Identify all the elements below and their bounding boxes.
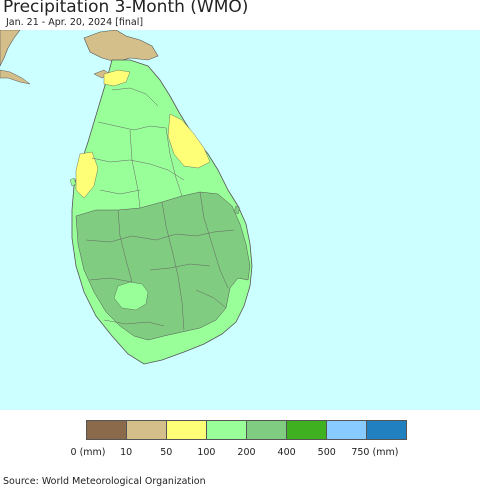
coastal-islet: [233, 205, 241, 215]
legend-label: 100: [197, 447, 216, 458]
zone-east-yellow: [167, 113, 211, 169]
district-boundaries: [85, 87, 235, 331]
map-title: Precipitation 3-Month (WMO): [3, 0, 249, 17]
legend-label: 50: [160, 447, 173, 458]
source-credit: Source: World Meteorological Organizatio…: [3, 476, 206, 487]
legend-labels: 0 (mm) 10 50 100 200 400 500 750 (mm): [0, 447, 480, 461]
jaffna-peninsula: [83, 30, 159, 63]
legend-swatch: [287, 421, 327, 439]
legend-label: 10: [120, 447, 133, 458]
legend-swatch: [367, 421, 406, 439]
india-coast-piece: [0, 69, 31, 85]
legend-label: 500: [317, 447, 336, 458]
legend-label: 0 (mm): [70, 447, 106, 458]
zone-west-yellow: [75, 151, 99, 199]
zone-central-pocket: [113, 281, 149, 311]
legend-label: 200: [237, 447, 256, 458]
coastal-islet: [69, 177, 77, 187]
legend-swatch: [167, 421, 207, 439]
zone-northwest-yellow: [103, 69, 131, 87]
precipitation-map: [0, 30, 480, 410]
legend-swatch: [247, 421, 287, 439]
map-subtitle: Jan. 21 - Apr. 20, 2024 [final]: [6, 17, 144, 28]
legend-color-bar: [86, 420, 407, 440]
legend-swatch: [87, 421, 127, 439]
legend-swatch: [127, 421, 167, 439]
legend-swatch: [207, 421, 247, 439]
legend-swatch: [327, 421, 367, 439]
legend-label: 750 (mm): [351, 447, 399, 458]
india-mainland: [0, 30, 21, 67]
legend-label: 400: [277, 447, 296, 458]
